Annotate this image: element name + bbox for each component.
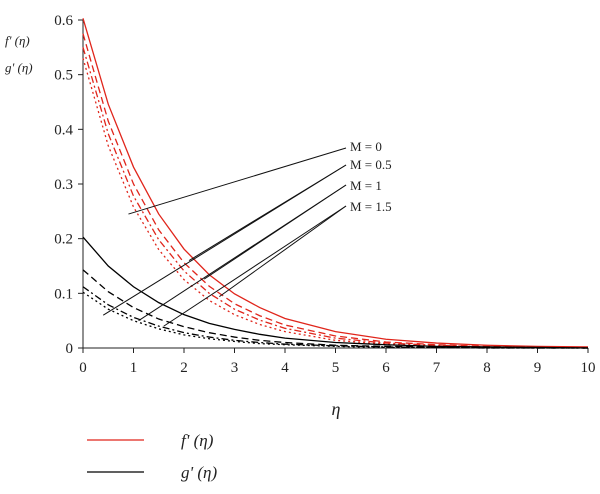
series-layer	[82, 18, 589, 349]
annotation-pointer-line	[219, 205, 347, 298]
annotation-pointers	[102, 147, 347, 327]
x-tick-label: 10	[581, 360, 596, 376]
y-tick-label: 0.3	[54, 177, 73, 193]
annotation-pointer-line	[188, 164, 347, 261]
annotation-m-0: M = 0	[350, 139, 382, 154]
x-tick-label: 1	[130, 360, 138, 376]
x-tick-label: 6	[382, 360, 390, 376]
x-tick-label: 7	[433, 360, 441, 376]
x-tick-label: 0	[79, 360, 87, 376]
series-line-g-m-1-5	[82, 291, 588, 349]
y-tick-label: 0	[66, 341, 74, 357]
x-tick-label: 4	[281, 360, 289, 376]
y-tick-label: 0.5	[54, 68, 73, 84]
series-line-g-m-0	[82, 236, 589, 349]
annotation-m-0-5: M = 0.5	[350, 157, 392, 172]
annotation-m-1-5: M = 1.5	[350, 199, 392, 214]
legend-label-g: g' (η)	[181, 463, 217, 482]
series-line-f-m-1-5	[82, 58, 589, 349]
y-tick-label: 0.4	[54, 122, 73, 138]
series-line-g-m-0-5	[82, 269, 588, 349]
x-axis-title: η	[332, 399, 341, 419]
y-tick-label: 0.2	[54, 232, 73, 248]
x-ticks: 0 1 2 3 4 5 6 7 8 9 10	[79, 348, 596, 376]
y-axis-label-g: g' (η)	[5, 60, 33, 75]
y-tick-label: 0.1	[54, 286, 73, 302]
x-tick-label: 5	[332, 360, 340, 376]
annotation-pointer-line	[163, 205, 347, 327]
y-tick-label: 0.6	[54, 13, 73, 29]
series-line-f-m-0-5	[82, 33, 589, 349]
annotation-pointer-line	[203, 184, 347, 280]
x-tick-label: 3	[231, 360, 239, 376]
legend: f' (η) g' (η)	[87, 431, 217, 482]
series-line-g-m-1	[82, 286, 588, 349]
annotation-m-1: M = 1	[350, 178, 382, 193]
x-tick-label: 2	[180, 360, 188, 376]
legend-label-f: f' (η)	[181, 431, 214, 450]
y-ticks: 0 0.1 0.2 0.3 0.4 0.5 0.6	[54, 13, 83, 357]
y-axis-label-f: f' (η)	[5, 33, 30, 48]
x-tick-label: 9	[534, 360, 542, 376]
x-tick-label: 8	[483, 360, 491, 376]
annotation-pointer-line	[128, 147, 347, 215]
series-line-f-m-0	[82, 18, 589, 348]
